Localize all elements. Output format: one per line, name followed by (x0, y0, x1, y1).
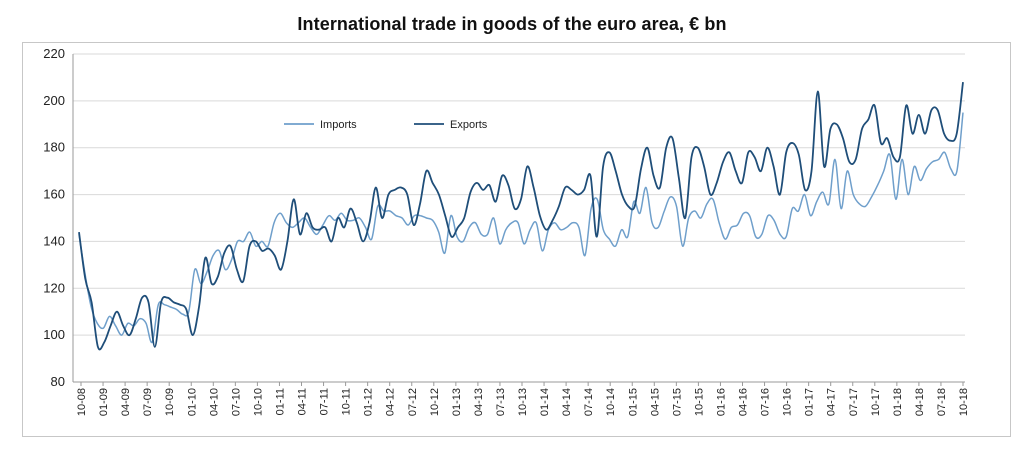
x-tick-label: 07-14 (583, 388, 595, 416)
y-tick-label: 140 (43, 233, 65, 248)
x-tick-label: 01-12 (363, 388, 375, 416)
x-tick-label: 01-14 (539, 388, 551, 416)
y-tick-label: 180 (43, 140, 65, 155)
x-tick-label: 01-09 (98, 388, 110, 416)
x-tick-label: 07-13 (495, 388, 507, 416)
x-tick-label: 04-09 (120, 388, 132, 416)
legend-label-exports: Exports (450, 119, 488, 131)
x-tick-label: 10-12 (429, 388, 441, 416)
x-tick-label: 10-14 (605, 388, 617, 416)
x-tick-label: 01-18 (892, 388, 904, 416)
chart-title: International trade in goods of the euro… (297, 14, 727, 34)
x-tick-label: 01-15 (627, 388, 639, 416)
y-tick-label: 220 (43, 46, 65, 61)
x-tick-label: 10-09 (164, 388, 176, 416)
x-tick-label: 01-13 (451, 388, 463, 416)
x-tick-label: 01-10 (186, 388, 198, 416)
x-tick-label: 04-15 (649, 388, 661, 416)
x-tick-label: 07-18 (936, 388, 948, 416)
chart-frame (22, 42, 1011, 437)
x-tick-label: 10-13 (517, 388, 529, 416)
x-tick-label: 10-17 (870, 388, 882, 416)
x-tick-label: 04-12 (385, 388, 397, 416)
y-tick-label: 120 (43, 280, 65, 295)
x-tick-label: 07-10 (230, 388, 242, 416)
x-tick-label: 10-16 (782, 388, 794, 416)
legend-label-imports: Imports (320, 119, 357, 131)
x-tick-label: 01-17 (804, 388, 816, 416)
x-tick-label: 07-11 (319, 388, 331, 415)
x-tick-label: 07-17 (848, 388, 860, 416)
x-tick-label: 04-11 (297, 388, 309, 415)
x-tick-label: 04-18 (914, 388, 926, 416)
x-tick-label: 10-11 (341, 388, 353, 415)
x-tick-label: 10-15 (693, 388, 705, 416)
x-tick-label: 07-12 (407, 388, 419, 416)
x-tick-label: 01-16 (715, 388, 727, 416)
y-tick-label: 200 (43, 93, 65, 108)
x-tick-label: 04-16 (738, 388, 750, 416)
x-tick-label: 10-08 (76, 388, 88, 416)
x-tick-label: 01-11 (274, 388, 286, 415)
x-tick-label: 07-16 (760, 388, 772, 416)
series-line-imports (78, 112, 964, 344)
x-tick-label: 10-18 (958, 388, 970, 416)
x-tick-label: 04-14 (561, 388, 573, 416)
x-tick-label: 04-10 (208, 388, 220, 416)
y-tick-label: 80 (51, 374, 65, 389)
x-tick-label: 10-10 (252, 388, 264, 416)
y-tick-label: 100 (43, 327, 65, 342)
x-tick-label: 04-13 (473, 388, 485, 416)
x-tick-label: 07-09 (142, 388, 154, 416)
series-line-exports (78, 81, 964, 351)
x-tick-label: 04-17 (826, 388, 838, 416)
x-tick-label: 07-15 (671, 388, 683, 416)
y-tick-label: 160 (43, 187, 65, 202)
